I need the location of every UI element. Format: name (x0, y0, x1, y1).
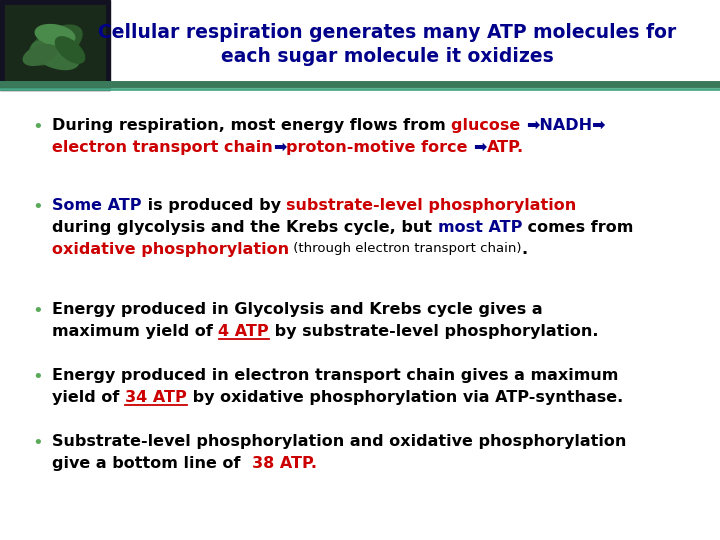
Text: •: • (32, 118, 43, 136)
Text: ➡NADH➡: ➡NADH➡ (526, 118, 606, 133)
Text: Some ATP: Some ATP (52, 198, 142, 213)
Ellipse shape (23, 45, 57, 65)
Text: Cellular respiration generates many ATP molecules for: Cellular respiration generates many ATP … (99, 23, 677, 42)
Ellipse shape (55, 37, 85, 63)
Text: During respiration, most energy flows from: During respiration, most energy flows fr… (52, 118, 451, 133)
Ellipse shape (35, 24, 75, 45)
Text: each sugar molecule it oxidizes: each sugar molecule it oxidizes (221, 46, 554, 65)
Text: ➡: ➡ (273, 140, 286, 155)
Text: 34 ATP: 34 ATP (125, 390, 186, 405)
Text: •: • (32, 302, 43, 320)
Text: Energy produced in Glycolysis and Krebs cycle gives a: Energy produced in Glycolysis and Krebs … (52, 302, 543, 317)
Text: 4 ATP: 4 ATP (218, 324, 269, 339)
Text: maximum yield of: maximum yield of (52, 324, 218, 339)
Text: ➡: ➡ (473, 140, 487, 155)
Text: oxidative phosphorylation: oxidative phosphorylation (52, 242, 289, 257)
Text: 38 ATP.: 38 ATP. (252, 456, 317, 471)
Text: Substrate-level phosphorylation and oxidative phosphorylation: Substrate-level phosphorylation and oxid… (52, 434, 626, 449)
Text: by oxidative phosphorylation via ATP-synthase.: by oxidative phosphorylation via ATP-syn… (186, 390, 623, 405)
Text: electron transport chain: electron transport chain (52, 140, 273, 155)
Text: is produced by: is produced by (142, 198, 286, 213)
Bar (0, 0, 110, 90)
Bar (5, 5, 105, 83)
Text: .: . (521, 242, 528, 257)
Ellipse shape (31, 40, 79, 70)
Text: comes from: comes from (522, 220, 634, 235)
Text: Energy produced in electron transport chain gives a maximum: Energy produced in electron transport ch… (52, 368, 618, 383)
Text: yield of: yield of (52, 390, 125, 405)
Text: •: • (32, 198, 43, 216)
Text: by substrate-level phosphorylation.: by substrate-level phosphorylation. (269, 324, 598, 339)
Text: •: • (32, 368, 43, 386)
Bar (0, 0, 720, 90)
Text: proton-motive force: proton-motive force (286, 140, 473, 155)
Text: substrate-level phosphorylation: substrate-level phosphorylation (286, 198, 577, 213)
Text: (through electron transport chain): (through electron transport chain) (289, 242, 521, 255)
Text: during glycolysis and the Krebs cycle, but: during glycolysis and the Krebs cycle, b… (52, 220, 438, 235)
Text: •: • (32, 434, 43, 452)
Text: glucose: glucose (451, 118, 526, 133)
Text: give a bottom line of: give a bottom line of (52, 456, 252, 471)
Ellipse shape (28, 25, 82, 65)
Text: most ATP: most ATP (438, 220, 522, 235)
Text: ATP.: ATP. (487, 140, 523, 155)
